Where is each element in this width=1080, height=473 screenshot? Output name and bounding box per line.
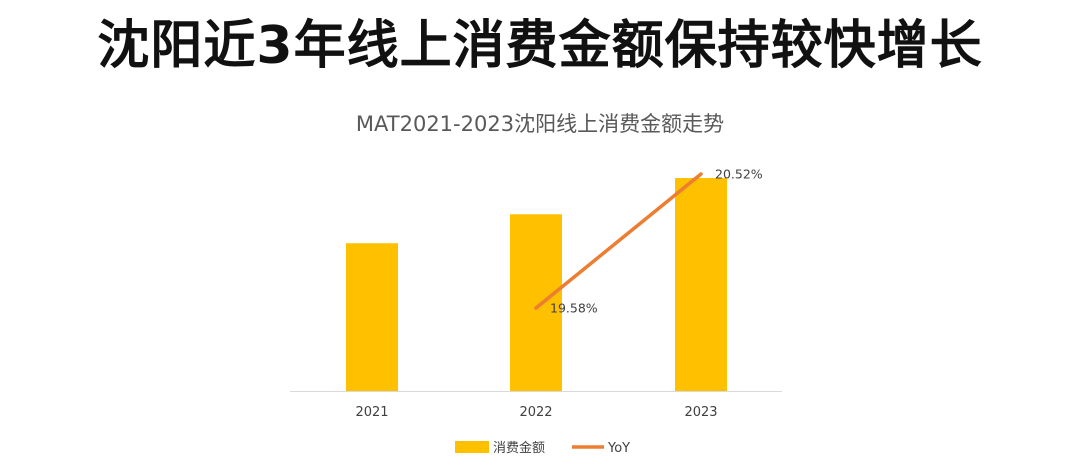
x-tick-label-2021: 2021 [355,405,388,420]
yoy-label-2022: 19.58% [550,301,598,316]
bar-2021 [346,243,398,391]
legend-label-bar: 消费金额 [493,440,545,456]
chart-title: MAT2021-2023沈阳线上消费金额走势 [355,112,725,136]
legend-label-line: YoY [607,441,630,456]
bar-2023 [675,178,727,391]
page-headline: 沈阳近3年线上消费金额保持较快增长 [97,16,983,76]
x-tick-label-2022: 2022 [519,405,552,420]
yoy-line [534,172,703,310]
yoy-label-2023: 20.52% [715,167,763,182]
bar-2022 [510,214,562,391]
legend-swatch-bar [455,441,489,453]
x-tick-label-2023: 2023 [684,405,717,420]
